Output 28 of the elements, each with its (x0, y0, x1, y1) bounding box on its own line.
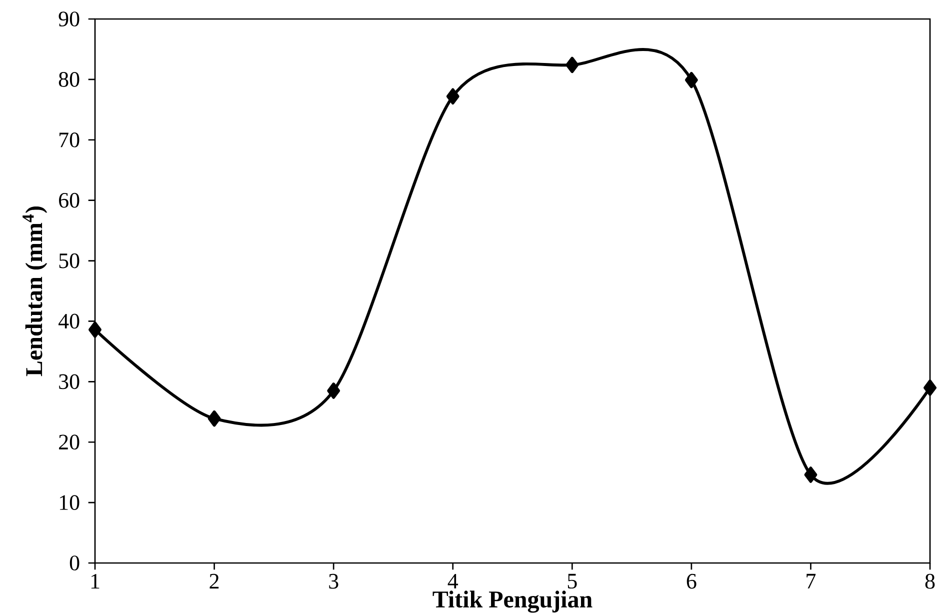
x-tick-label: 8 (925, 574, 935, 589)
y-tick-label: 60 (59, 192, 80, 208)
point (327, 382, 340, 399)
y-tick-label: 0 (70, 556, 80, 570)
y-tick-label: 50 (59, 253, 80, 268)
x-tick-label: 1 (91, 574, 100, 588)
y-tick-label: 40 (58, 314, 80, 329)
x-axis-title: Titik Pengujian (432, 590, 592, 613)
y-tick-label: 10 (60, 495, 80, 510)
point (88, 322, 102, 338)
y-tick-label: 30 (59, 374, 80, 390)
point (924, 380, 936, 396)
point (566, 56, 579, 74)
y-tick-label: 70 (60, 132, 80, 148)
y-tick-label: 20 (59, 434, 80, 450)
x-tick-label: 4 (448, 574, 458, 588)
x-tick-label: 5 (568, 574, 577, 589)
point (208, 410, 221, 427)
x-tick-label: 3 (329, 574, 338, 589)
point (684, 72, 698, 88)
point (804, 466, 818, 483)
y-axis-title: Lendutan (mm$^{4}$) (22, 206, 48, 376)
y-tick-label: 90 (58, 12, 80, 26)
y-tick-label: 80 (58, 72, 80, 87)
x-tick-label: 6 (686, 574, 696, 589)
x-tick-label: 2 (210, 574, 219, 588)
x-tick-label: 7 (806, 574, 816, 588)
point (446, 88, 460, 105)
